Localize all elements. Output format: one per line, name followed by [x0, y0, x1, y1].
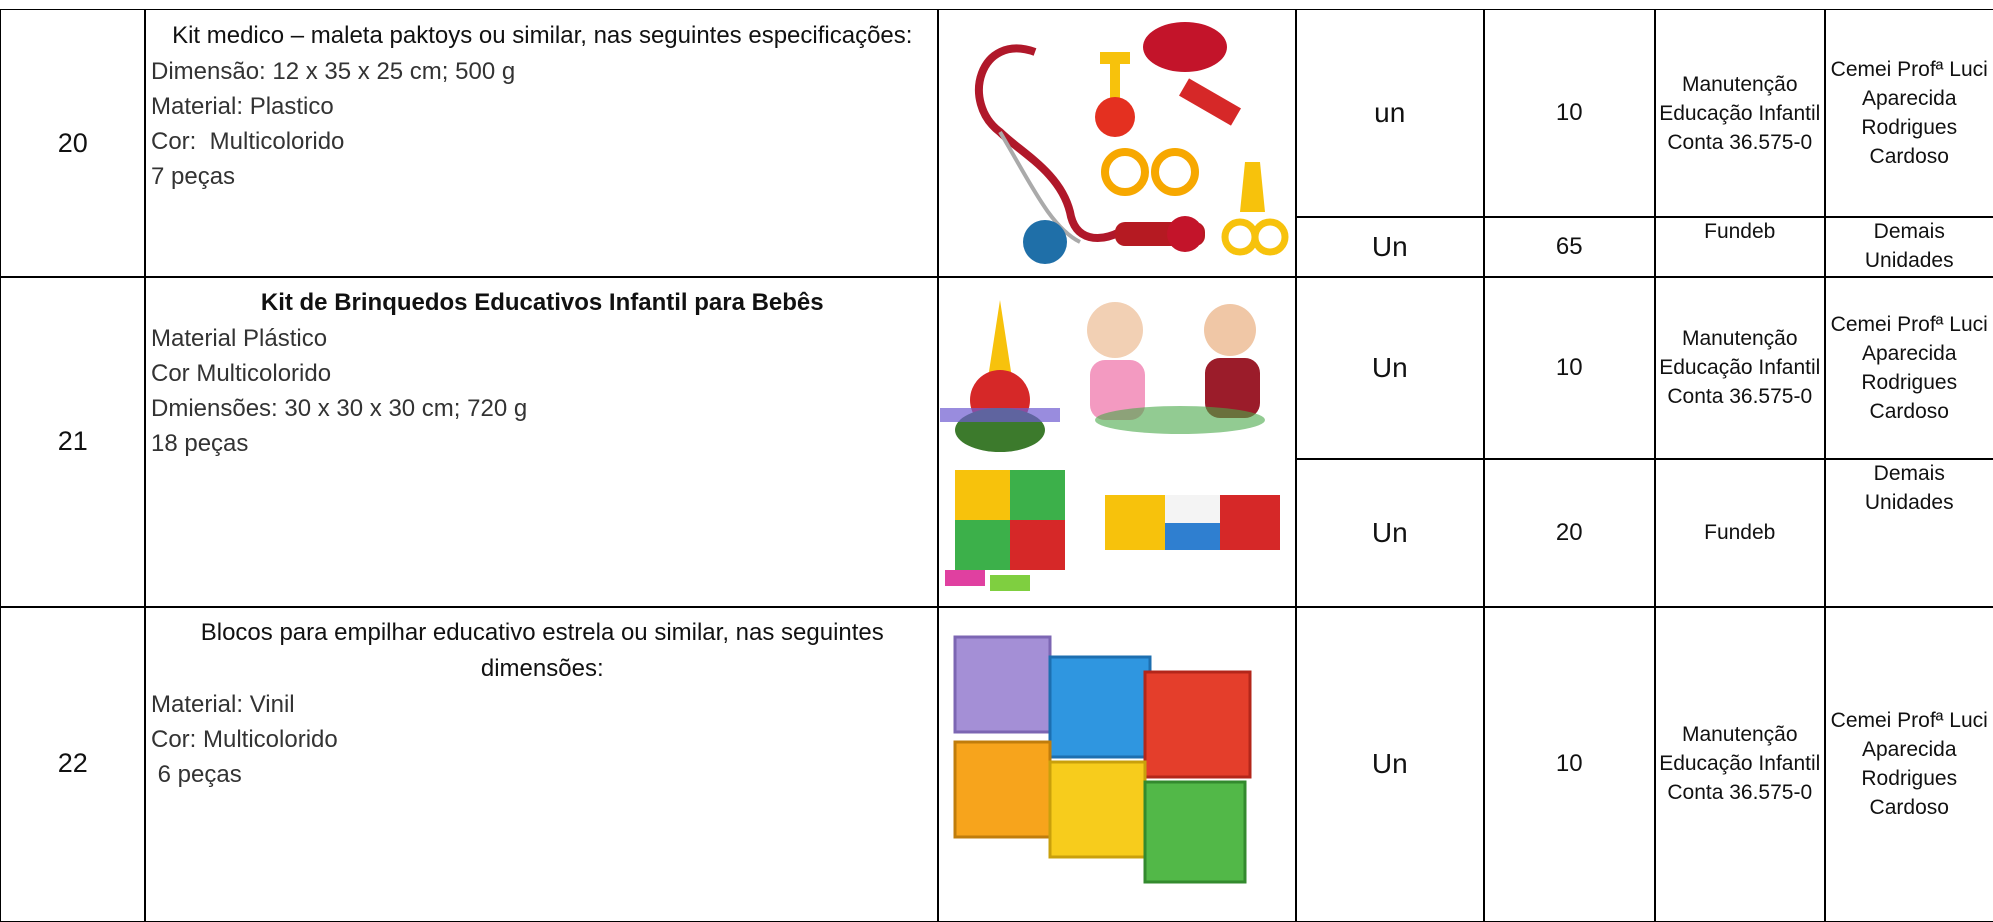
unit: un	[1295, 9, 1485, 218]
destination: Demais Unidades	[1824, 216, 1993, 278]
description-line: 7 peças	[151, 163, 236, 190]
medical-kit-image	[974, 22, 1289, 264]
account: Manutenção Educação Infantil Conta 36.57…	[1654, 606, 1826, 922]
description-line: Cor: Multicolorido	[151, 128, 345, 155]
unit: Un	[1295, 216, 1485, 278]
description-line: Cor Multicolorido	[151, 360, 332, 387]
description-line: Dmiensões: 30 x 30 x 30 cm; 720 g	[151, 395, 528, 422]
description-title: Blocos para empilhar educativo estrela o…	[200, 619, 884, 682]
unit: Un	[1295, 606, 1485, 922]
quantity: 10	[1483, 9, 1656, 218]
description-line: Cor: Multicolorido	[151, 726, 338, 753]
destination: Cemei Profª Luci Aparecida Rodrigues Car…	[1824, 9, 1993, 218]
description-line: Material: Plastico	[151, 93, 334, 120]
row-number: 22	[0, 606, 146, 922]
account: Manutenção Educação Infantil Conta 36.57…	[1654, 276, 1826, 460]
image-cell	[937, 276, 1297, 608]
account: Fundeb	[1654, 216, 1826, 278]
row-number: 20	[0, 9, 146, 278]
account: Manutenção Educação Infantil Conta 36.57…	[1654, 9, 1826, 218]
quantity: 20	[1483, 458, 1656, 608]
unit: Un	[1295, 276, 1485, 460]
quantity: 65	[1483, 216, 1656, 278]
image-cell	[937, 606, 1297, 922]
description-line: 18 peças	[151, 430, 249, 457]
description: Kit medico – maleta paktoys ou similar, …	[144, 9, 939, 278]
row-number: 21	[0, 276, 146, 608]
description-line: 6 peças	[151, 761, 242, 788]
blocks-image	[953, 635, 1252, 884]
description: Kit de Brinquedos Educativos Infantil pa…	[144, 276, 939, 608]
account: Fundeb	[1654, 458, 1826, 608]
image-cell	[937, 9, 1297, 278]
destination: Cemei Profª Luci Aparecida Rodrigues Car…	[1824, 276, 1993, 460]
quantity: 10	[1483, 276, 1656, 460]
description-title: Kit de Brinquedos Educativos Infantil pa…	[260, 289, 824, 316]
description: Blocos para empilhar educativo estrela o…	[144, 606, 939, 922]
destination: Cemei Profª Luci Aparecida Rodrigues Car…	[1824, 606, 1993, 922]
description-line: Dimensão: 12 x 35 x 25 cm; 500 g	[151, 58, 516, 85]
destination: Demais Unidades	[1824, 458, 1993, 608]
quantity: 10	[1483, 606, 1656, 922]
unit: Un	[1295, 458, 1485, 608]
description-title: Kit medico – maleta paktoys ou similar, …	[172, 22, 913, 49]
baby-toys-image	[940, 300, 1280, 591]
description-line: Material: Vinil	[151, 691, 295, 718]
description-line: Material Plástico	[151, 325, 328, 352]
